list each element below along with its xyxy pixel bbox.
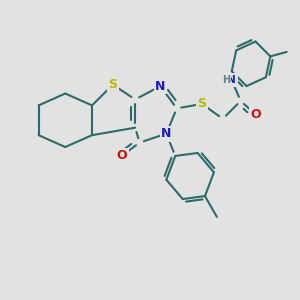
Text: H: H [222,75,230,85]
Text: O: O [116,149,127,162]
Text: S: S [108,78,117,91]
Text: N: N [161,127,172,140]
Text: N: N [155,80,166,93]
Text: S: S [197,98,206,110]
Text: O: O [250,108,261,121]
Text: N: N [227,75,236,85]
